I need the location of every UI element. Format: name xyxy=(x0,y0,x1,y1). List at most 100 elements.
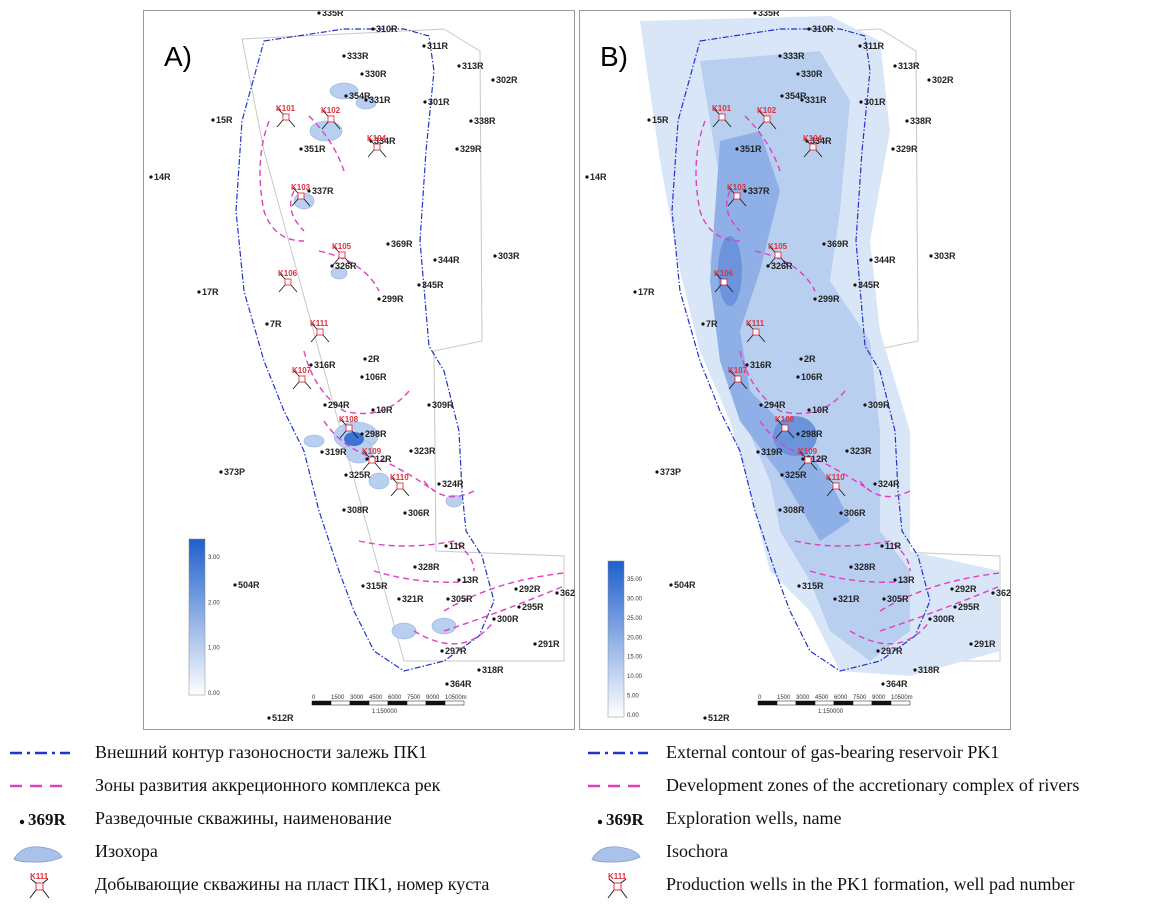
pad-label: K101 xyxy=(276,104,296,113)
pad-label: K104 xyxy=(803,134,823,143)
legend-symbol xyxy=(0,738,80,768)
exploration-well: 326R xyxy=(330,261,357,271)
exploration-well: 295R xyxy=(517,602,544,612)
legend-english: External contour of gas-bearing reservoi… xyxy=(578,738,1165,918)
legend-symbol: K111 xyxy=(0,870,80,900)
well-dot-symbol: 369R xyxy=(0,804,80,834)
well-label: 345R xyxy=(858,280,880,290)
scale-tick: 6000 xyxy=(834,695,848,701)
isochora-blob-symbol xyxy=(0,837,80,867)
legend-symbol xyxy=(578,837,658,867)
exploration-well: 335R xyxy=(753,11,780,18)
well-label: 299R xyxy=(382,294,404,304)
well-label: 305R xyxy=(887,594,909,604)
exploration-well: 305R xyxy=(882,594,909,604)
pad-label: K103 xyxy=(291,183,311,192)
exploration-well: 308R xyxy=(778,505,805,515)
panel-label: B) xyxy=(600,41,628,73)
isochora-layer xyxy=(640,16,1000,676)
well-label: 325R xyxy=(349,470,371,480)
well-label: 338R xyxy=(910,116,932,126)
pad-label: K110 xyxy=(390,473,409,482)
well-label: 7R xyxy=(270,319,282,329)
well-label: 318R xyxy=(918,665,940,675)
well-label: 331R xyxy=(369,95,391,105)
well-dot-symbol: 369R xyxy=(578,804,658,834)
exploration-well: 321R xyxy=(833,594,860,604)
well-label: 319R xyxy=(325,447,347,457)
well-label: 310R xyxy=(812,24,834,34)
legend-symbol xyxy=(0,837,80,867)
well-label: 305R xyxy=(451,594,473,604)
well-label: 300R xyxy=(933,614,955,624)
exploration-well: 351R xyxy=(735,144,762,154)
well-label: 362 xyxy=(560,588,575,598)
well-label: 306R xyxy=(408,508,430,518)
pad-label: K111 xyxy=(746,319,765,328)
exploration-well: 318R xyxy=(913,665,940,675)
well-label: 330R xyxy=(801,69,823,79)
well-label: 313R xyxy=(898,61,920,71)
well-label: 354R xyxy=(785,91,807,101)
colorbar-tick: 35.00 xyxy=(627,577,643,583)
colorbar-tick: 1.00 xyxy=(208,646,220,652)
scale-tick: 10500m xyxy=(891,695,913,701)
pad-marker-symbol: K111 xyxy=(578,870,658,900)
well-label: 512R xyxy=(708,713,730,723)
exploration-well: 328R xyxy=(849,562,876,572)
well-label: 15R xyxy=(652,115,669,125)
well-label: 303R xyxy=(934,251,956,261)
well-label: 292R xyxy=(519,584,541,594)
exploration-well: 291R xyxy=(533,639,560,649)
exploration-well: 309R xyxy=(863,400,890,410)
legend-entry-text: Изохора xyxy=(95,841,158,862)
accretion-dash-symbol xyxy=(578,771,658,801)
exploration-well: 316R xyxy=(745,360,772,370)
exploration-well: 344R xyxy=(869,255,896,265)
well-label: 362 xyxy=(996,588,1011,598)
well-label: 328R xyxy=(854,562,876,572)
colorbar: 3.00 2.00 1.00 0.00 xyxy=(189,539,220,697)
scale-tick: 0 xyxy=(758,695,762,701)
exploration-well: 319R xyxy=(320,447,347,457)
exploration-well: 324R xyxy=(873,479,900,489)
exploration-well: 305R xyxy=(446,594,473,604)
exploration-well: 303R xyxy=(929,251,956,261)
well-label: 369R xyxy=(391,239,413,249)
isochora-blob-symbol xyxy=(578,837,658,867)
colorbar-tick: 15.00 xyxy=(627,655,643,661)
exploration-well: 325R xyxy=(344,470,371,480)
well-pad-marker: K107 xyxy=(292,366,312,389)
well-label: 295R xyxy=(522,602,544,612)
exploration-well: 364R xyxy=(881,679,908,689)
well-label: 337R xyxy=(312,186,334,196)
well-pad-marker: K110 xyxy=(390,473,409,496)
exploration-well: 338R xyxy=(469,116,496,126)
exploration-well: 302R xyxy=(491,75,518,85)
colorbar-tick: 5.00 xyxy=(627,694,639,700)
exploration-well: 331R xyxy=(364,95,391,105)
legend-entry-text: Внешний контур газоносности залежь ПК1 xyxy=(95,742,427,763)
legend-entry-text: Isochora xyxy=(666,841,728,862)
well-label: 326R xyxy=(335,261,357,271)
well-pad-marker: K101 xyxy=(276,104,296,127)
exploration-well: 329R xyxy=(455,144,482,154)
pad-label: K110 xyxy=(826,473,845,482)
license-boundary xyxy=(242,29,564,661)
colorbar-tick: 3.00 xyxy=(208,555,220,561)
exploration-well: 321R xyxy=(397,594,424,604)
map-panel-a: 335R 310R 311R 333R 313R 302R 330R 354R 331R 301R… xyxy=(143,10,575,730)
well-label: 106R xyxy=(801,372,823,382)
well-label: 324R xyxy=(442,479,464,489)
exploration-well: 315R xyxy=(361,581,388,591)
exploration-well: 315R xyxy=(797,581,824,591)
exploration-well: 292R xyxy=(514,584,541,594)
well-label: 13R xyxy=(462,575,479,585)
well-label: 373P xyxy=(660,467,681,477)
exploration-well: 301R xyxy=(859,97,886,107)
exploration-well: 297R xyxy=(440,646,467,656)
well-label: 17R xyxy=(638,287,655,297)
scale-tick: 9000 xyxy=(426,695,440,701)
exploration-well: 10R xyxy=(371,405,393,415)
well-label: 298R xyxy=(365,429,387,439)
